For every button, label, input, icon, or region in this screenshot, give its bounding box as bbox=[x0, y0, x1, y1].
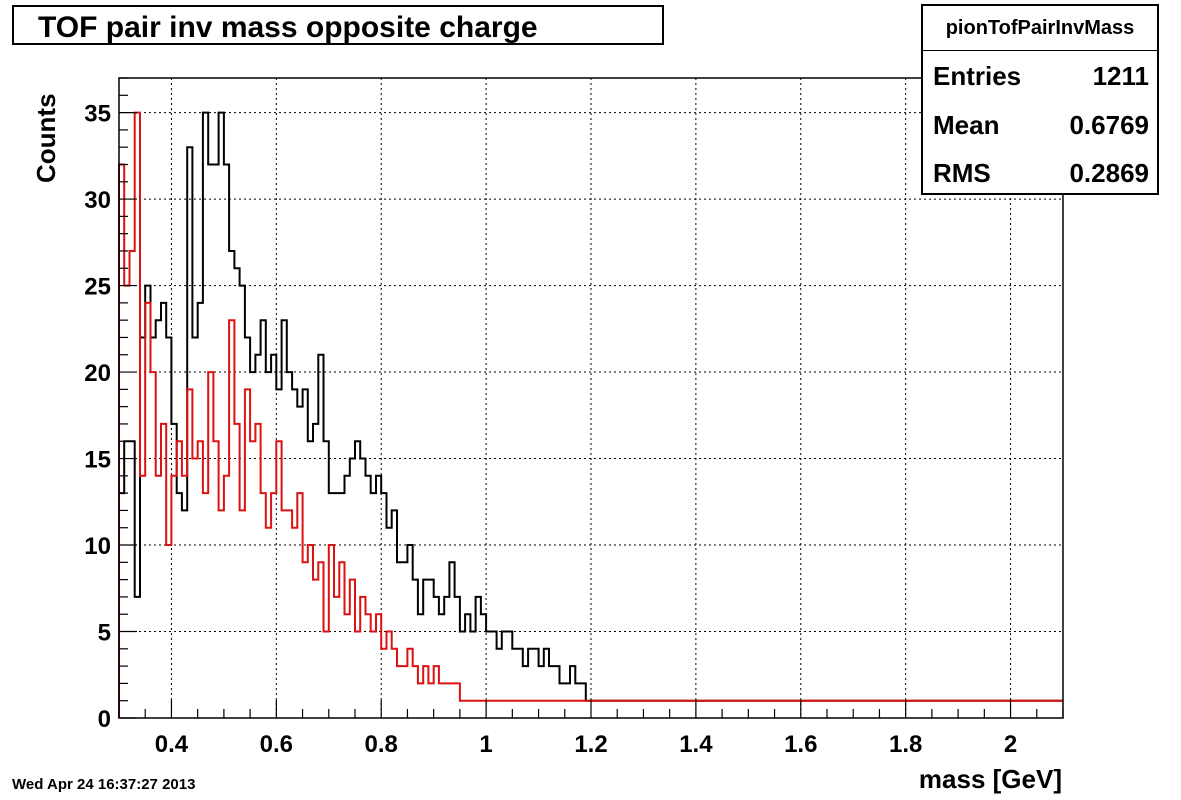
y-tick-label: 15 bbox=[84, 447, 111, 474]
stats-histogram-name: pionTofPairInvMass bbox=[923, 6, 1157, 51]
axis-labels: Counts mass [GeV] bbox=[31, 93, 1062, 794]
x-tick-label: 1.6 bbox=[784, 731, 817, 758]
stats-label: Mean bbox=[933, 110, 1000, 140]
x-tick-label: 0.8 bbox=[365, 731, 398, 758]
x-tick-label: 0.4 bbox=[155, 731, 189, 758]
y-tick-label: 0 bbox=[98, 706, 111, 733]
chart-title-box: TOF pair inv mass opposite charge bbox=[12, 5, 664, 45]
y-tick-label: 35 bbox=[84, 101, 111, 128]
stats-value: 0.2869 bbox=[1069, 158, 1149, 188]
stats-label: RMS bbox=[933, 158, 991, 188]
y-tick-label: 30 bbox=[84, 187, 111, 214]
x-axis-label: mass [GeV] bbox=[919, 764, 1062, 794]
series-red-histogram bbox=[118, 111, 1063, 718]
x-tick-label: 2 bbox=[1004, 731, 1017, 758]
histogram-series bbox=[118, 111, 1063, 718]
x-tick-label: 0.6 bbox=[260, 731, 293, 758]
y-tick-label: 10 bbox=[84, 533, 111, 560]
x-tick-label: 1.4 bbox=[679, 731, 713, 758]
chart-title: TOF pair inv mass opposite charge bbox=[38, 11, 538, 44]
y-tick-label: 25 bbox=[84, 274, 111, 301]
x-tick-label: 1.8 bbox=[889, 731, 922, 758]
stats-label: Entries bbox=[933, 61, 1022, 91]
y-axis-label: Counts bbox=[31, 93, 61, 183]
y-tick-label: 20 bbox=[84, 360, 111, 387]
stats-value: 0.6769 bbox=[1069, 110, 1149, 140]
y-tick-label: 5 bbox=[98, 620, 111, 647]
x-tick-label: 1 bbox=[479, 731, 492, 758]
timestamp: Wed Apr 24 16:37:27 2013 bbox=[12, 776, 196, 793]
stats-box: pionTofPairInvMass Entries 1211 Mean 0.6… bbox=[921, 4, 1159, 195]
stats-value: 1211 bbox=[1092, 61, 1149, 91]
x-tick-label: 1.2 bbox=[574, 731, 607, 758]
